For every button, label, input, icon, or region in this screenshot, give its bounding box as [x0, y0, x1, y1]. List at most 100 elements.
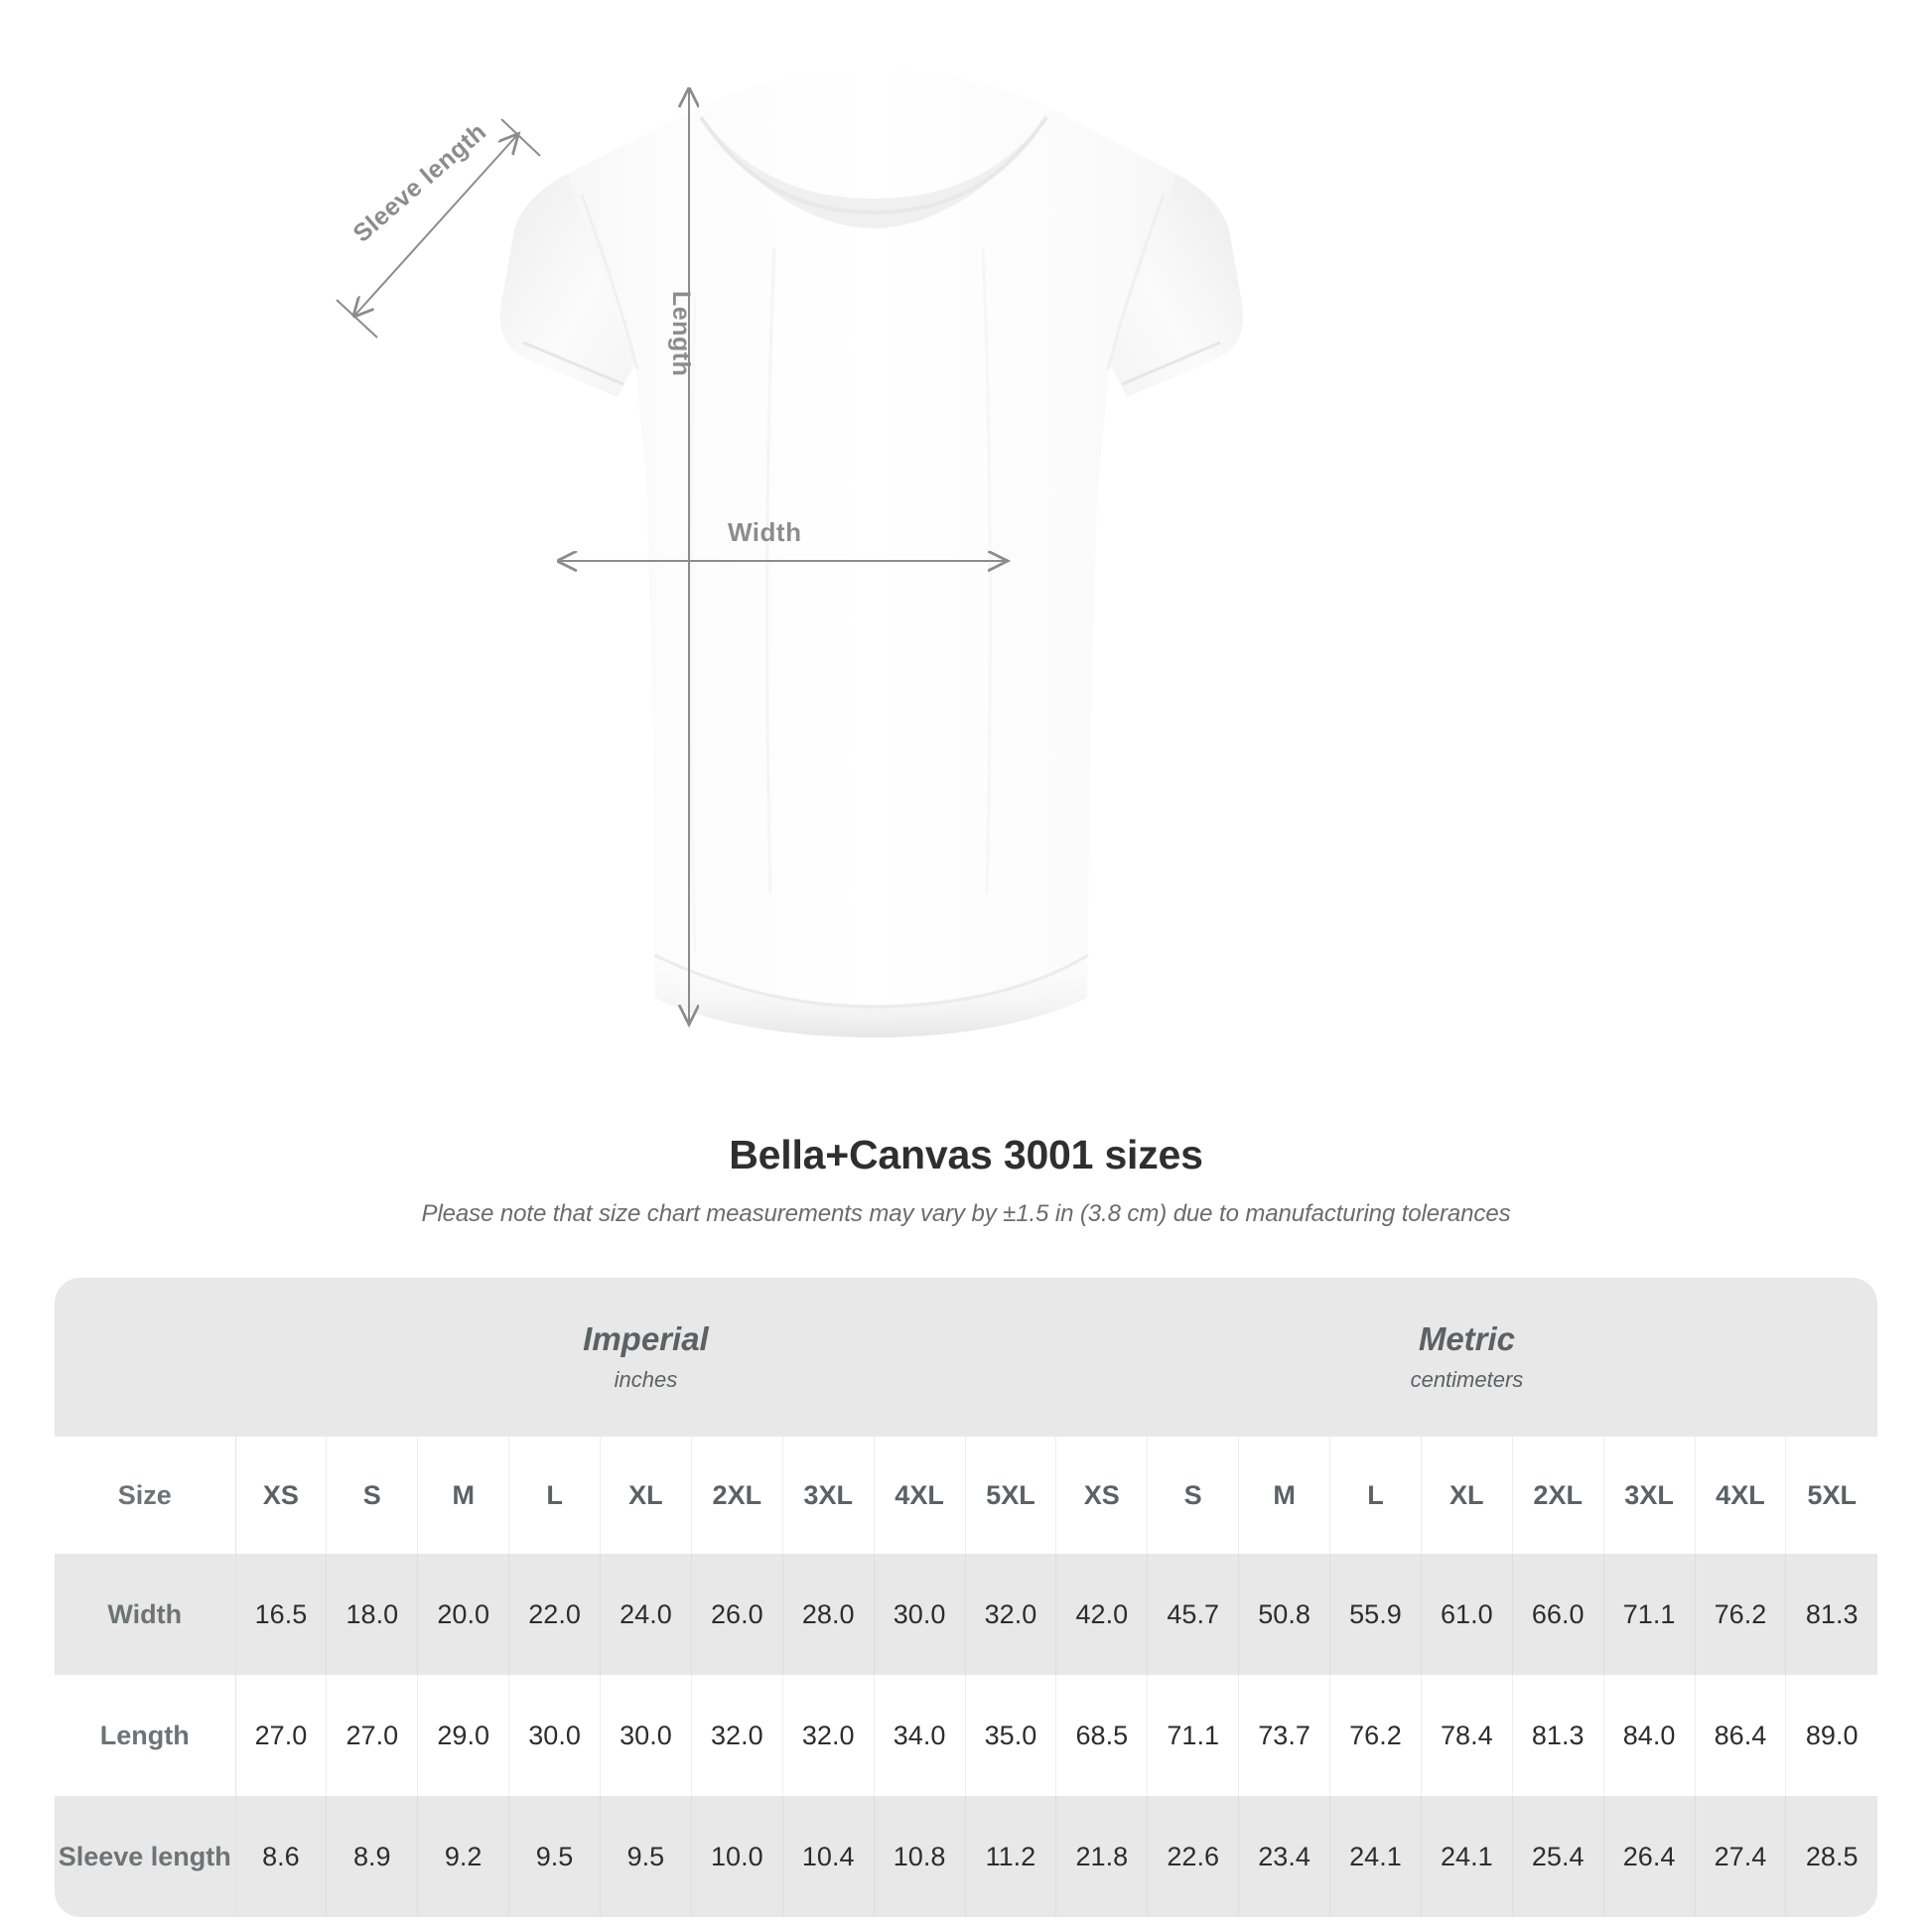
measurement-cell: 32.0 — [965, 1554, 1057, 1675]
measurement-cell: 66.0 — [1512, 1554, 1604, 1675]
measurement-cell: 81.3 — [1512, 1675, 1604, 1796]
unit-group-subtitle: centimeters — [1410, 1367, 1524, 1393]
measurement-cell: 20.0 — [417, 1554, 510, 1675]
size-column-header-imperial-s: S — [326, 1437, 419, 1554]
size-column-header-imperial-m: M — [417, 1437, 510, 1554]
measurement-cell: 9.5 — [600, 1796, 692, 1917]
measurement-arrows — [336, 89, 1006, 1023]
measurement-cell: 35.0 — [965, 1675, 1057, 1796]
length-dimension-label: Length — [667, 291, 695, 377]
size-column-header-metric-s: S — [1147, 1437, 1240, 1554]
chart-title-block: Bella+Canvas 3001 sizes Please note that… — [0, 1132, 1932, 1228]
size-header-text: 3XL — [1624, 1479, 1674, 1510]
measurement-label-text: Sleeve length — [58, 1841, 231, 1871]
size-column-header-imperial-l: L — [508, 1437, 601, 1554]
size-column-header-metric-xs: XS — [1055, 1437, 1149, 1554]
size-column-header-metric-l: L — [1329, 1437, 1422, 1554]
size-column-header-imperial-xl: XL — [600, 1437, 692, 1554]
measurement-label-text: Width — [107, 1598, 183, 1629]
measurement-row-label-length: Length — [55, 1675, 236, 1796]
size-column-header-imperial-5xl: 5XL — [965, 1437, 1057, 1554]
left-sleeve — [499, 174, 635, 397]
table-corner-cell — [55, 1278, 235, 1437]
measurement-cell: 34.0 — [874, 1675, 966, 1796]
measurement-cell: 27.4 — [1695, 1796, 1787, 1917]
unit-header-row: Imperial inches Metric centimeters — [55, 1278, 1877, 1437]
size-column-header-imperial-3xl: 3XL — [782, 1437, 875, 1554]
size-column-header-metric-xl: XL — [1421, 1437, 1513, 1554]
measurement-cell: 28.5 — [1785, 1796, 1877, 1917]
measurement-cell: 24.0 — [600, 1554, 692, 1675]
measurement-cell: 76.2 — [1695, 1554, 1787, 1675]
measurement-cell: 28.0 — [782, 1554, 875, 1675]
unit-group-subtitle: inches — [614, 1367, 678, 1393]
measurement-cell: 24.1 — [1421, 1796, 1513, 1917]
measurement-cell: 9.2 — [417, 1796, 510, 1917]
page-title: Bella+Canvas 3001 sizes — [729, 1132, 1203, 1177]
size-header-text: 4XL — [895, 1479, 944, 1510]
measurement-row-label-width: Width — [55, 1554, 236, 1675]
size-header-text: M — [452, 1479, 475, 1510]
measurement-cell: 10.0 — [691, 1796, 783, 1917]
collar — [695, 109, 1052, 228]
measurement-cell: 32.0 — [782, 1675, 875, 1796]
size-column-header-imperial-xs: XS — [235, 1437, 328, 1554]
measurement-cell: 73.7 — [1238, 1675, 1330, 1796]
size-header-text: XS — [1083, 1479, 1120, 1510]
tshirt-graphic — [336, 69, 1244, 1037]
measurement-cell: 29.0 — [417, 1675, 510, 1796]
measurement-cell: 55.9 — [1329, 1554, 1422, 1675]
size-chart-table: Imperial inches Metric centimeters Size XS S M L… — [55, 1278, 1877, 1917]
table-row: Width 16.5 18.0 20.0 22.0 24.0 26.0 28.0 30.0 32.… — [55, 1554, 1877, 1675]
measurement-cell: 84.0 — [1603, 1675, 1696, 1796]
measurement-cell: 27.0 — [326, 1675, 419, 1796]
measurement-label-text: Length — [99, 1720, 190, 1750]
measurement-cell: 8.6 — [235, 1796, 328, 1917]
size-header-text: S — [1183, 1479, 1202, 1510]
size-header-text: 4XL — [1716, 1479, 1765, 1510]
size-label-text: Size — [117, 1479, 172, 1510]
size-column-header-metric-2xl: 2XL — [1512, 1437, 1604, 1554]
size-row-label: Size — [55, 1437, 236, 1554]
size-column-header-imperial-2xl: 2XL — [691, 1437, 783, 1554]
measurement-cell: 23.4 — [1238, 1796, 1330, 1917]
size-header-text: S — [362, 1479, 381, 1510]
measurement-cell: 22.6 — [1147, 1796, 1240, 1917]
measurement-cell: 30.0 — [600, 1675, 692, 1796]
size-header-text: 5XL — [1807, 1479, 1857, 1510]
size-header-text: L — [1367, 1479, 1384, 1510]
measurement-cell: 61.0 — [1421, 1554, 1513, 1675]
size-header-text: XS — [262, 1479, 299, 1510]
measurement-cell: 18.0 — [326, 1554, 419, 1675]
measurement-cell: 68.5 — [1055, 1675, 1149, 1796]
measurement-cell: 26.0 — [691, 1554, 783, 1675]
measurement-cell: 81.3 — [1785, 1554, 1877, 1675]
size-chart-table-wrapper: Imperial inches Metric centimeters Size XS S M L… — [55, 1278, 1877, 1917]
measurement-cell: 86.4 — [1695, 1675, 1787, 1796]
size-header-text: L — [546, 1479, 563, 1510]
measurement-cell: 10.4 — [782, 1796, 875, 1917]
unit-group-name: Metric — [1418, 1319, 1516, 1357]
measurement-cell: 78.4 — [1421, 1675, 1513, 1796]
measurement-cell: 71.1 — [1603, 1554, 1696, 1675]
tshirt-illustration: Sleeve length Length Width — [336, 69, 1244, 1037]
size-column-header-metric-5xl: 5XL — [1785, 1437, 1877, 1554]
size-header-text: 2XL — [712, 1479, 762, 1510]
measurement-cell: 10.8 — [874, 1796, 966, 1917]
measurement-cell: 22.0 — [508, 1554, 601, 1675]
measurement-cell: 45.7 — [1147, 1554, 1240, 1675]
table-row: Length 27.0 27.0 29.0 30.0 30.0 32.0 32.0 34.0 35… — [55, 1675, 1877, 1796]
size-column-header-metric-m: M — [1238, 1437, 1330, 1554]
measurement-cell: 8.9 — [326, 1796, 419, 1917]
unit-group-header-metric: Metric centimeters — [1055, 1278, 1877, 1437]
measurement-cell: 89.0 — [1785, 1675, 1877, 1796]
size-column-header-metric-3xl: 3XL — [1603, 1437, 1696, 1554]
size-header-text: 3XL — [803, 1479, 853, 1510]
measurement-cell: 27.0 — [235, 1675, 328, 1796]
size-header-row: Size XS S M L XL 2XL 3XL 4XL 5XL XS S M L XL 2XL 3XL 4XL 5… — [55, 1437, 1877, 1554]
measurement-cell: 50.8 — [1238, 1554, 1330, 1675]
measurement-cell: 42.0 — [1055, 1554, 1149, 1675]
measurement-cell: 71.1 — [1147, 1675, 1240, 1796]
measurement-cell: 9.5 — [508, 1796, 601, 1917]
measurement-cell: 26.4 — [1603, 1796, 1696, 1917]
